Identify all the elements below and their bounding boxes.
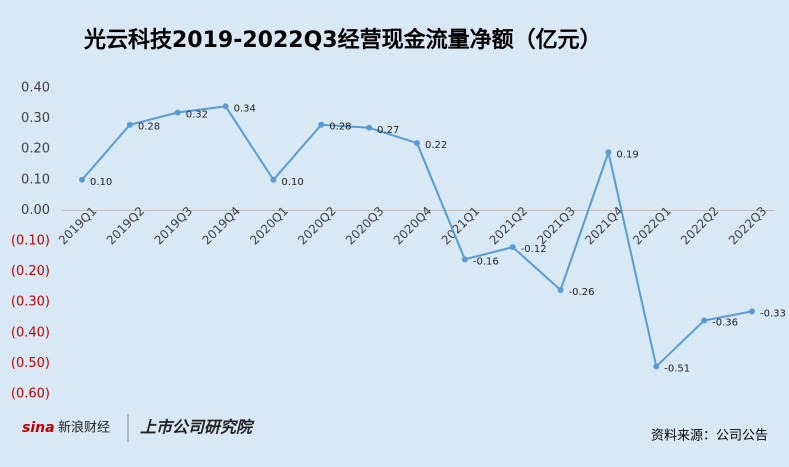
data-label: -0.12: [521, 244, 547, 255]
point: [701, 317, 708, 324]
point: [509, 244, 516, 251]
point: [126, 121, 133, 128]
point: [79, 176, 85, 183]
point: [366, 124, 373, 131]
y-tick-label: (0.50): [11, 356, 50, 371]
y-tick-label: 0.30: [21, 111, 50, 126]
y-tick-label: (0.40): [11, 325, 50, 340]
source: 资料来源：公司公告: [651, 429, 768, 444]
data-label: 0.32: [186, 109, 208, 120]
data-label: 0.10: [281, 177, 303, 188]
data-label: 0.19: [616, 149, 638, 160]
data-label: 0.34: [234, 103, 256, 114]
point: [653, 363, 660, 370]
logo: 新浪财经: [58, 420, 110, 436]
point: [749, 308, 755, 315]
chart-title: 光云科技2019-2022Q3经营现金流量净额（亿元）: [83, 27, 602, 53]
logo: sina: [22, 420, 55, 436]
y-tick-label: (0.30): [11, 295, 50, 310]
y-tick-label: 0.20: [21, 142, 50, 157]
point: [461, 256, 468, 263]
y-tick-label: 0.40: [21, 81, 50, 96]
y-tick-label: (0.20): [11, 264, 50, 279]
data-label: -0.26: [569, 287, 595, 298]
logo: 上市公司研究院: [140, 418, 255, 437]
data-label: -0.16: [473, 256, 499, 267]
data-label: 0.22: [425, 140, 447, 151]
point: [318, 121, 325, 128]
point: [557, 286, 564, 293]
point: [174, 109, 181, 116]
point: [222, 103, 229, 110]
y-tick-label: (0.10): [11, 234, 50, 249]
data-label: 0.28: [138, 122, 160, 133]
data-label: 0.28: [329, 122, 351, 133]
point: [605, 149, 612, 156]
y-tick-label: (0.60): [11, 387, 50, 402]
data-label: -0.33: [760, 308, 786, 319]
data-label: 0.10: [90, 177, 112, 188]
data-label: 0.27: [377, 125, 399, 136]
y-tick-label: 0.10: [21, 172, 50, 187]
data-label: -0.36: [712, 318, 738, 329]
point: [270, 176, 277, 183]
data-label: -0.51: [664, 363, 690, 374]
y-tick-label: 0.00: [21, 203, 50, 218]
point: [414, 140, 420, 147]
